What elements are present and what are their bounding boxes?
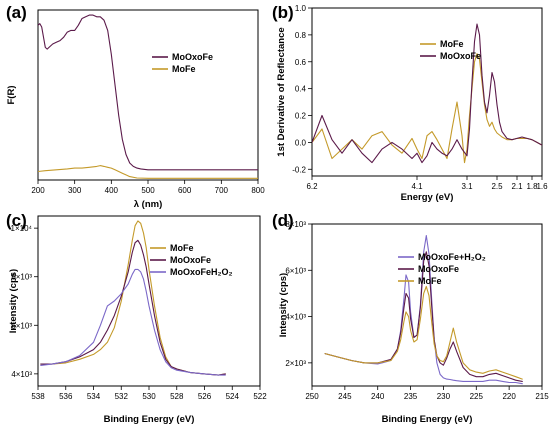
y-tick-label: 4×10³	[11, 370, 32, 379]
x-tick-label: 215	[535, 392, 549, 401]
y-tick-label: -0.2	[292, 165, 306, 174]
x-tick-label: 536	[59, 392, 73, 401]
x-tick-label: 235	[404, 392, 418, 401]
legend-entry: MoFe	[170, 243, 194, 253]
plot-frame	[37, 9, 259, 181]
x-tick-label: 1.6	[536, 182, 548, 191]
x-tick-label: 538	[31, 392, 45, 401]
series-line-mooxofe	[40, 239, 226, 376]
legend-entry: MoOxoFe+H₂O₂	[418, 252, 486, 262]
y-axis-label: Intensity (cps)	[278, 273, 289, 337]
y-tick-label: 4×10³	[285, 313, 306, 322]
x-tick-label: 528	[170, 392, 184, 401]
x-tick-label: 1.8	[526, 182, 538, 191]
x-axis-label: λ (nm)	[134, 199, 163, 210]
y-axis-label: 1st Derivative of Reflectance	[276, 27, 287, 156]
legend-entry: MoOxoFe	[440, 51, 481, 61]
chart-panel-b: 6.2 4.1 3.1 2.5 2.1 1.81.6 -0.2 0.0 0.2 0.4 0.6 0.8…	[276, 4, 548, 203]
x-tick-label: 400	[105, 186, 119, 195]
x-axis-label: Binding Energy (eV)	[382, 414, 473, 425]
panel-label-d: (d)	[272, 211, 294, 230]
x-tick-label: 3.1	[461, 182, 473, 191]
legend-entry: MoOxoFe	[170, 255, 211, 265]
plot-frame	[311, 223, 543, 387]
series-line-mofe	[324, 285, 523, 380]
series-line-mooxofe	[312, 23, 542, 164]
x-tick-label: 700	[215, 186, 229, 195]
x-tick-label: 300	[68, 186, 82, 195]
panel-label-a: (a)	[6, 3, 27, 22]
y-tick-label: 0.4	[295, 85, 307, 94]
y-tick-label: 8×10³	[285, 220, 306, 229]
x-tick-label: 800	[251, 186, 265, 195]
y-tick-label: 1.0	[295, 4, 307, 13]
legend-entry: MoOxoFeH₂O₂	[170, 267, 233, 277]
plot-frame	[37, 215, 261, 387]
legend-entry: MoFe	[418, 276, 442, 286]
panel-label-b: (b)	[272, 3, 294, 22]
x-tick-label: 534	[87, 392, 101, 401]
panel-label-c: (c)	[6, 211, 27, 230]
legend-entry: MoOxoFe	[172, 52, 213, 62]
series-line-mofe	[40, 220, 226, 376]
x-axis-label: Binding Energy (eV)	[104, 414, 195, 425]
plot-frame	[311, 7, 543, 177]
x-tick-label: 230	[437, 392, 451, 401]
x-tick-label: 225	[470, 392, 484, 401]
y-tick-label: 8×10³	[11, 273, 32, 282]
y-tick-label: 6×10³	[11, 321, 32, 330]
x-tick-label: 2.5	[491, 182, 503, 191]
legend-entry: MoFe	[172, 64, 196, 74]
legend-entry: MoFe	[440, 39, 464, 49]
series-line-mooxofe	[38, 14, 258, 171]
x-tick-label: 600	[178, 186, 192, 195]
x-tick-label: 6.2	[306, 182, 318, 191]
y-tick-label: 0.8	[295, 31, 307, 40]
y-tick-label: 0.6	[295, 58, 307, 67]
x-tick-label: 200	[31, 186, 45, 195]
x-tick-label: 245	[338, 392, 352, 401]
chart-panel-d: 250 245 240 235 230 225 220 215 2×10³ 4×10³ 6×10³ 8…	[278, 220, 549, 425]
y-axis-label: Intensity (cps)	[8, 269, 19, 333]
x-tick-label: 530	[142, 392, 156, 401]
series-line-mooxofeh-o	[40, 268, 226, 376]
x-tick-label: 4.1	[411, 182, 423, 191]
x-axis-label: Energy (eV)	[401, 192, 454, 203]
y-axis-label: F(R)	[6, 86, 17, 105]
x-tick-label: 524	[226, 392, 240, 401]
y-tick-label: 2×10³	[285, 359, 306, 368]
x-tick-label: 532	[115, 392, 129, 401]
x-tick-label: 220	[502, 392, 516, 401]
series-line-mooxofe	[324, 251, 523, 382]
x-tick-label: 500	[141, 186, 155, 195]
y-tick-label: 6×10³	[285, 266, 306, 275]
y-tick-label: 0.2	[295, 112, 307, 121]
series-line-mofe	[312, 53, 542, 164]
x-tick-label: 2.1	[511, 182, 523, 191]
x-tick-label: 250	[305, 392, 319, 401]
y-tick-label: 0.0	[295, 138, 307, 147]
x-tick-label: 526	[198, 392, 212, 401]
series-line-mofe	[38, 165, 258, 179]
x-tick-label: 240	[371, 392, 385, 401]
y-tick-label: 1×10⁴	[11, 224, 33, 233]
x-tick-label: 522	[253, 392, 267, 401]
legend-entry: MoOxoFe	[418, 264, 459, 274]
chart-panel-c: 538 536 534 532 530 528 526 524 522 4×10³ 6×10³ 8×1…	[8, 215, 267, 425]
chart-panel-a: 200 300 400 500 600 700 800 λ (nm) F(R) MoOxoFe Mo…	[6, 9, 265, 210]
